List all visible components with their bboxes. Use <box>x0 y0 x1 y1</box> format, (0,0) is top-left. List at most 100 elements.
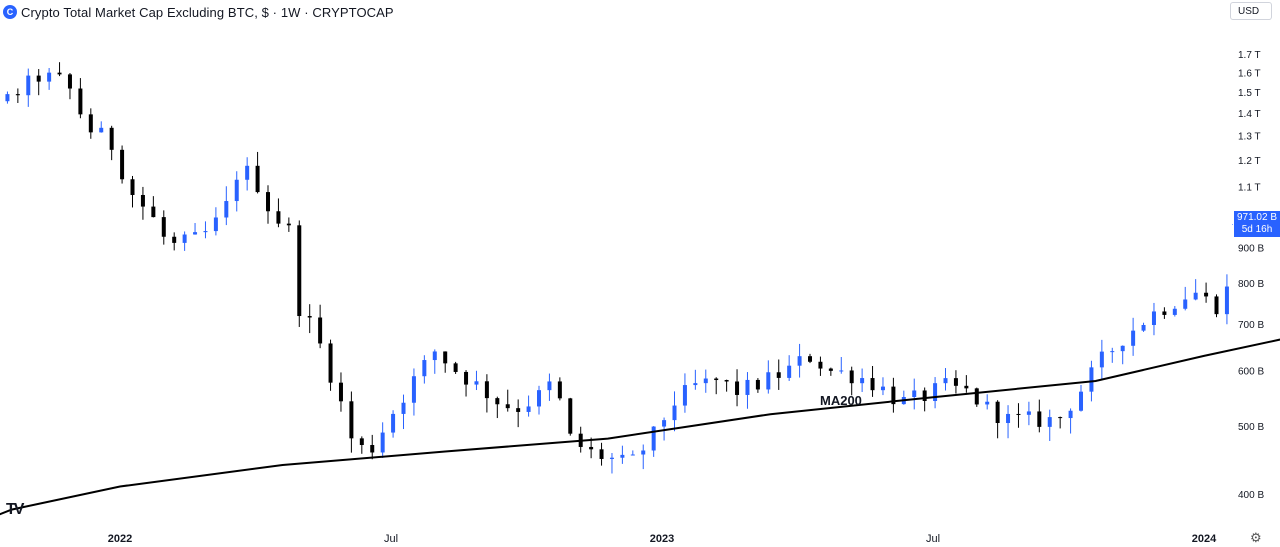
y-tick-label: 1.7 T <box>1238 50 1261 61</box>
candle <box>328 339 333 391</box>
candle <box>47 68 52 90</box>
symbol-title-bar[interactable]: C Crypto Total Market Cap Excluding BTC,… <box>3 2 394 22</box>
candle <box>953 370 958 394</box>
candle <box>787 355 792 381</box>
x-tick-label: 2023 <box>650 533 674 545</box>
x-tick-label: 2022 <box>108 533 132 545</box>
candle <box>5 91 10 104</box>
gear-icon[interactable]: ⚙ <box>1250 530 1262 545</box>
y-tick-label: 1.3 T <box>1238 132 1261 143</box>
candle <box>828 367 833 376</box>
candle <box>318 304 323 349</box>
tradingview-logo-icon[interactable]: TV <box>6 501 25 518</box>
candle <box>286 217 291 232</box>
candle <box>620 445 625 464</box>
y-tick-label: 700 B <box>1238 320 1264 331</box>
candle <box>401 394 406 430</box>
ma200-group <box>0 338 1280 516</box>
candle <box>422 355 427 384</box>
currency-selector[interactable]: USD <box>1230 2 1272 20</box>
candle <box>234 171 239 212</box>
candle <box>849 366 854 396</box>
candle <box>557 377 562 401</box>
cryptocap-logo-icon: C <box>3 5 17 19</box>
ma200-label: MA200 <box>820 393 862 408</box>
candlestick-series <box>5 62 1229 474</box>
candle <box>1131 317 1136 356</box>
candle <box>474 370 479 391</box>
last-price-value: 971.02 B <box>1236 212 1278 224</box>
candle <box>297 220 302 327</box>
candle <box>974 387 979 407</box>
candle <box>745 372 750 409</box>
candle <box>682 373 687 413</box>
candle <box>922 387 927 412</box>
time-axis[interactable]: 2022Jul2023Jul2024Jul2025Jul2026 <box>108 533 1280 545</box>
candle <box>1047 409 1052 441</box>
candle <box>776 359 781 390</box>
price-axis[interactable]: 1.7 T1.6 T1.5 T1.4 T1.3 T1.2 T1.1 T1 T90… <box>1238 50 1264 501</box>
x-tick-label: 2024 <box>1192 533 1217 545</box>
candle <box>943 368 948 391</box>
candle <box>370 434 375 460</box>
y-tick-label: 1.2 T <box>1238 156 1261 167</box>
y-tick-label: 900 B <box>1238 243 1264 254</box>
y-tick-label: 1.6 T <box>1238 68 1261 79</box>
candle <box>818 356 823 376</box>
last-price-tag: 971.02 B 5d 16h <box>1234 211 1280 238</box>
candle <box>495 396 500 419</box>
y-tick-label: 500 B <box>1238 422 1264 433</box>
candle <box>453 361 458 374</box>
candle <box>193 223 198 235</box>
bar-countdown: 5d 16h <box>1241 224 1273 236</box>
candle <box>912 378 917 410</box>
candle <box>995 400 1000 439</box>
candle <box>151 196 156 218</box>
candle <box>99 121 104 133</box>
candle <box>589 437 594 459</box>
candle <box>88 108 93 139</box>
candle <box>599 442 604 466</box>
candle <box>537 385 542 415</box>
candle <box>26 68 31 107</box>
candle <box>266 185 271 224</box>
candle <box>714 377 719 395</box>
candle <box>1037 399 1042 433</box>
candle <box>432 349 437 374</box>
candle <box>67 72 72 100</box>
candle <box>203 221 208 239</box>
candle <box>15 88 20 103</box>
y-tick-label: 1.4 T <box>1238 109 1261 120</box>
candle <box>182 231 187 251</box>
candle <box>766 360 771 394</box>
candle <box>172 232 177 251</box>
candle <box>526 395 531 417</box>
candle <box>505 389 510 412</box>
x-tick-label: Jul <box>926 533 940 545</box>
candle <box>109 125 114 161</box>
candle <box>901 390 906 405</box>
candle <box>245 157 250 191</box>
candle <box>516 399 521 428</box>
symbol-title[interactable]: Crypto Total Market Cap Excluding BTC, $… <box>21 4 394 20</box>
candle <box>1224 274 1229 325</box>
candle <box>1151 302 1156 336</box>
candle <box>224 186 229 226</box>
candle <box>964 375 969 393</box>
candle <box>443 351 448 373</box>
y-tick-label: 400 B <box>1238 490 1264 501</box>
candle <box>120 145 125 184</box>
candle <box>641 444 646 470</box>
candle <box>1214 294 1219 318</box>
candle <box>161 210 166 245</box>
candle <box>213 207 218 236</box>
candle <box>880 377 885 396</box>
candle <box>1120 345 1125 365</box>
candle <box>36 69 41 96</box>
candle <box>1172 306 1177 317</box>
candle <box>1026 401 1031 426</box>
candle <box>1068 408 1073 434</box>
candle <box>464 370 469 397</box>
candle <box>338 372 343 412</box>
